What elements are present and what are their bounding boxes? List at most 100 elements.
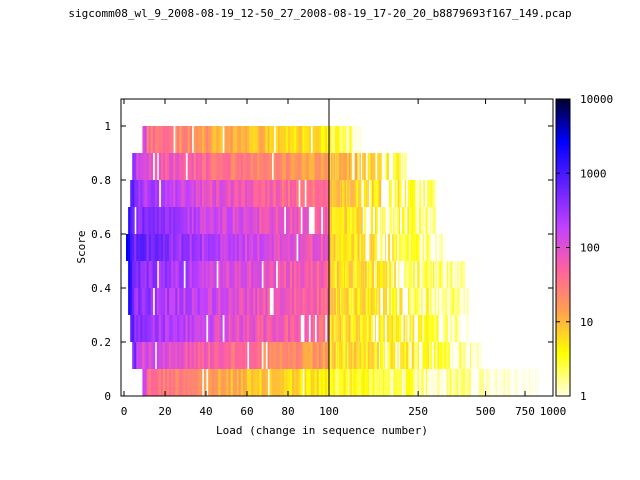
heatmap-cell [244,288,248,315]
heatmap-cell [355,153,358,180]
heatmap-cell [195,261,199,288]
heatmap-cell [349,207,351,234]
heatmap-cell [404,180,407,207]
heatmap-cell [298,153,301,180]
heatmap-cell [242,207,246,234]
heatmap-cell [281,207,285,234]
heatmap-cell [286,153,289,180]
heatmap-cell [306,180,309,207]
heatmap-cell [358,261,361,288]
heatmap-cell [228,180,232,207]
heatmap-cell [393,315,395,342]
heatmap-cell [263,126,266,153]
heatmap-cell [429,180,431,207]
heatmap-cell [208,180,211,207]
heatmap-cell [232,315,236,342]
heatmap-cell [459,288,462,315]
heatmap-cell [224,288,227,315]
heatmap-cell [187,207,190,234]
heatmap-cell [336,315,338,342]
heatmap-cell [242,288,246,315]
heatmap-cell [338,369,341,396]
heatmap-cell [177,207,180,234]
heatmap-cell [183,369,186,396]
heatmap-cell [148,207,152,234]
heatmap-cell [185,180,188,207]
heatmap-cell [339,234,341,261]
heatmap-cell [210,234,213,261]
heatmap-cell [393,153,395,180]
heatmap-cell [378,288,381,315]
heatmap-cell [343,315,346,342]
heatmap-cell [230,234,233,261]
heatmap-cell [267,153,270,180]
x-tick-label: 500 [476,405,496,418]
heatmap-cell [379,342,381,369]
heatmap-cell [336,288,338,315]
heatmap-cell [288,180,291,207]
heatmap-cell [279,234,283,261]
heatmap-cell [197,180,201,207]
heatmap-cell [251,288,254,315]
heatmap-cell [296,342,299,369]
heatmap-cell [412,369,414,396]
heatmap-cell [362,369,365,396]
heatmap-cell [292,369,295,396]
heatmap-cell [447,288,450,315]
heatmap-cell [273,180,277,207]
heatmap-cell [460,261,463,288]
heatmap-cell [216,180,219,207]
heatmap-cell [197,207,201,234]
heatmap-cell [279,261,283,288]
heatmap-cell [286,261,289,288]
heatmap-cell [177,315,180,342]
heatmap-cell [402,234,405,261]
heatmap-cell [364,342,366,369]
heatmap-cell [165,315,168,342]
heatmap-cell [199,261,203,288]
heatmap-cell [288,126,291,153]
heatmap-cell [152,180,156,207]
heatmap-cell [425,234,427,261]
heatmap-cell [154,207,158,234]
heatmap-cell [288,261,291,288]
heatmap-cell [288,369,291,396]
heatmap-cell [302,126,305,153]
x-tick-label: 750 [515,405,535,418]
heatmap-cell [318,153,322,180]
heatmap-cell [193,261,197,288]
heatmap-cell [165,234,168,261]
heatmap-cell [417,369,419,396]
heatmap-cell [394,261,396,288]
heatmap-cell [216,207,219,234]
heatmap-cell [195,342,199,369]
heatmap-cell [332,153,334,180]
heatmap-cell [414,288,417,315]
heatmap-cell [404,342,407,369]
y-axis-ticks: 00.20.40.60.81 [91,120,553,403]
heatmap-cell [156,180,160,207]
heatmap-cell [181,126,184,153]
heatmap-cell [326,369,330,396]
heatmap-cell [354,369,357,396]
heatmap-cell [261,288,264,315]
heatmap-cell [214,288,217,315]
heatmap-cell [160,126,164,153]
heatmap-cell [226,153,229,180]
heatmap-cell [294,261,297,288]
colorbar-tick-label: 10000 [580,93,613,106]
heatmap-cell [156,207,160,234]
heatmap-cell [275,126,279,153]
heatmap-cell [343,288,346,315]
heatmap-cell [234,234,238,261]
heatmap-cell [169,207,172,234]
heatmap-cell [195,153,199,180]
y-tick-label: 0 [104,390,111,403]
heatmap-cell [443,288,445,315]
heatmap-cell [230,180,233,207]
heatmap-cell [294,153,297,180]
heatmap-cell [365,369,369,396]
heatmap-cell [392,234,394,261]
heatmap-cell [222,180,225,207]
